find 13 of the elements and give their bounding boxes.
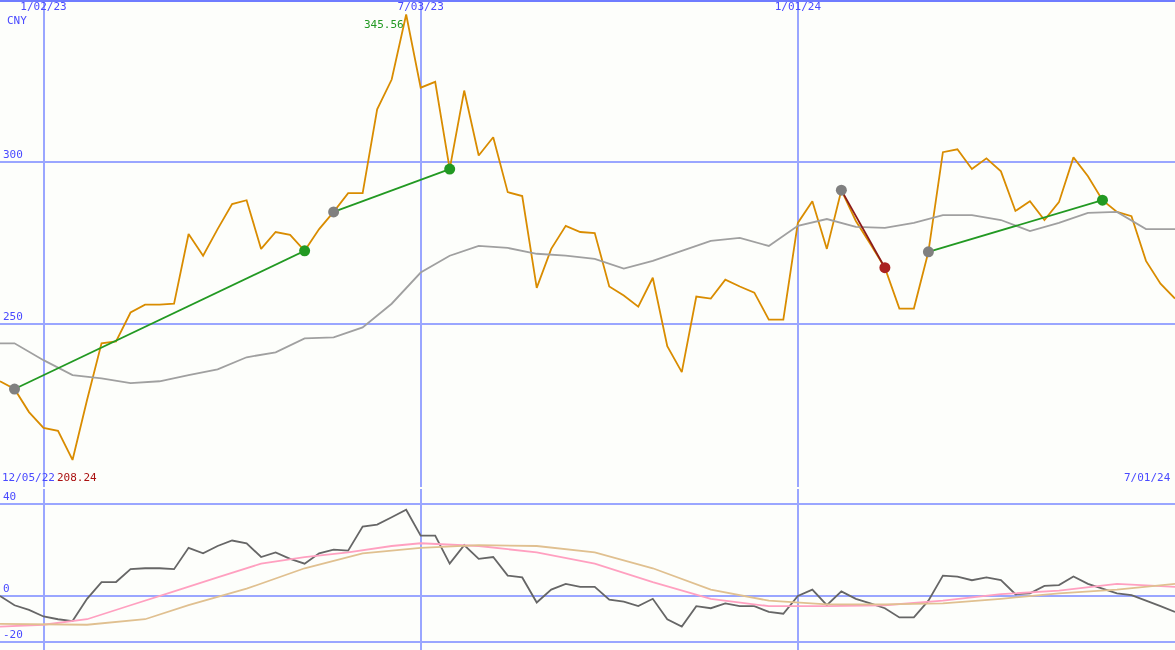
annotation: 345.56 — [364, 18, 404, 31]
x-tick-label: 1/02/23 — [20, 0, 67, 14]
y-tick-label: 40 — [3, 490, 17, 504]
y-tick-label: 300 — [3, 148, 23, 162]
annotation: 12/05/22 — [2, 471, 55, 484]
y-tick-label: -20 — [3, 627, 23, 641]
x-tick-label: 7/03/23 — [397, 0, 444, 14]
x-tick-label: 1/01/24 — [774, 0, 822, 14]
annotation: 208.24 — [57, 471, 98, 484]
annotation: CNY — [7, 14, 28, 27]
y-tick-label: 250 — [3, 310, 23, 324]
annotation: 7/01/24 — [1124, 471, 1171, 484]
y-tick-label: 0 — [3, 581, 10, 595]
